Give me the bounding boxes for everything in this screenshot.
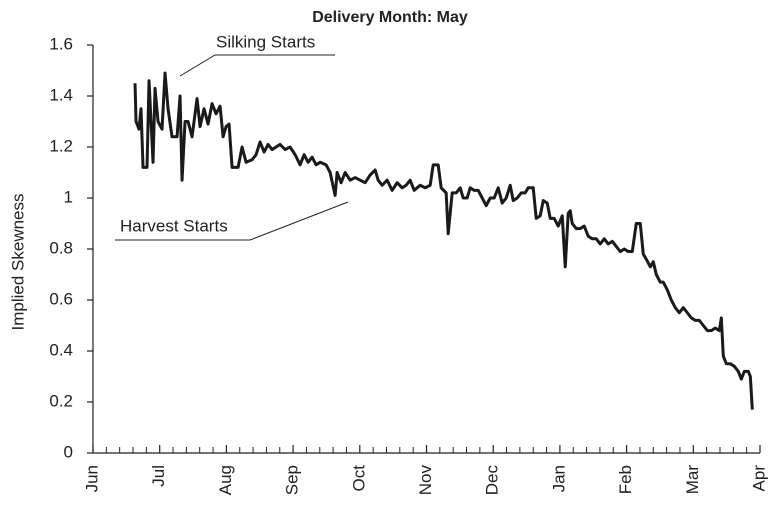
y-axis-label: Implied Skewness bbox=[8, 193, 27, 330]
y-tick-label: 0.4 bbox=[49, 340, 73, 359]
annotation: Harvest Starts bbox=[120, 216, 228, 235]
x-tick-label: Jul bbox=[149, 465, 168, 487]
x-tick-label: Sep bbox=[283, 465, 302, 495]
y-tick-label: 0.8 bbox=[49, 238, 73, 257]
x-tick-label: Oct bbox=[349, 465, 368, 492]
y-tick-label: 0 bbox=[64, 442, 73, 461]
x-tick-label: Aug bbox=[216, 465, 235, 495]
y-tick-label: 1.2 bbox=[49, 136, 73, 155]
x-tick-label: Feb bbox=[616, 465, 635, 494]
y-tick-label: 1 bbox=[64, 187, 73, 206]
x-tick-label: Jun bbox=[82, 465, 101, 492]
x-tick-label: Dec bbox=[483, 465, 502, 496]
y-tick-label: 1.6 bbox=[49, 34, 73, 53]
annotation: Silking Starts bbox=[216, 32, 315, 51]
x-tick-label: Mar bbox=[683, 465, 702, 495]
y-tick-label: 0.6 bbox=[49, 289, 73, 308]
data-line bbox=[133, 71, 754, 410]
y-tick-label: 1.4 bbox=[49, 85, 73, 104]
annotation-pointer bbox=[115, 201, 349, 241]
x-tick-label: Apr bbox=[749, 465, 768, 492]
chart-title: Delivery Month: May bbox=[312, 9, 468, 26]
y-tick-label: 0.2 bbox=[49, 391, 73, 410]
x-tick-label: Nov bbox=[416, 465, 435, 496]
annotation-pointer bbox=[179, 54, 335, 77]
x-tick-label: Jan bbox=[549, 465, 568, 492]
